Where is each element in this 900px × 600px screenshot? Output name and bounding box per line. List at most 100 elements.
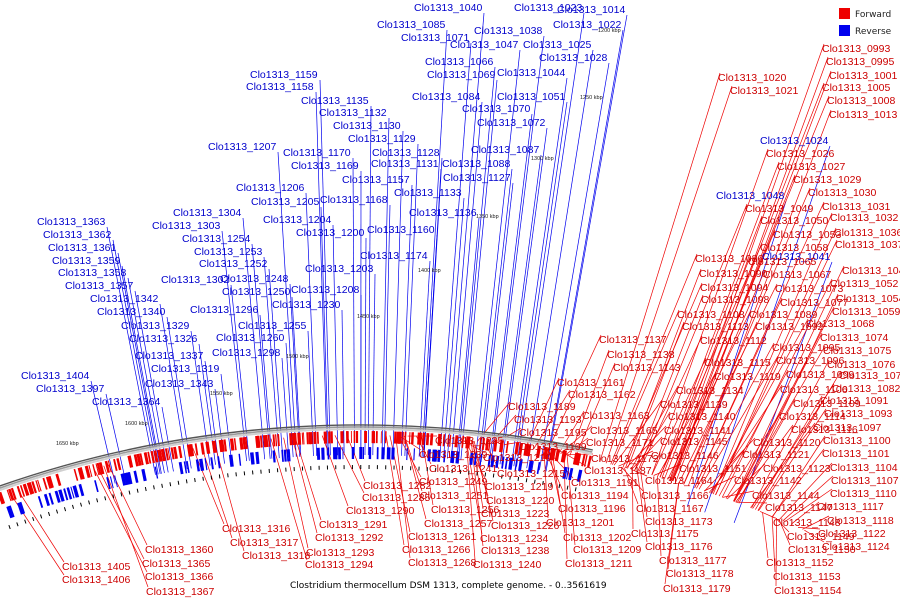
forward-leader-line [657,371,717,477]
reverse-gene-label: Clo1313_1357 [65,280,133,292]
forward-gene-label: Clo1313_1116 [791,424,858,436]
reverse-gene [437,449,441,462]
reverse-leader-line [161,406,174,472]
reverse-gene-label: Clo1313_1342 [90,293,158,305]
scale-tick [16,522,19,527]
reverse-leader-line [404,143,419,456]
forward-gene-label: Clo1313_1257 [424,518,492,530]
forward-gene [306,432,309,445]
reverse-gene [210,457,214,470]
reverse-gene [457,451,460,464]
forward-gene-label: Clo1313_1163 [582,410,650,422]
reverse-gene [288,449,291,462]
reverse-gene-label: Clo1313_1070 [462,103,530,115]
forward-leader-line [752,383,835,509]
forward-leader-line [696,342,775,489]
reverse-leader-line [499,154,542,465]
forward-leader-line [610,253,698,465]
scale-tick [104,496,107,501]
forward-gene-label: Clo1313_1050 [760,215,828,227]
reverse-gene-label: Clo1313_1022 [553,19,621,31]
scale-tick [55,509,59,514]
forward-leader-line [575,362,616,457]
reverse-leader-line [450,101,483,459]
reverse-gene [342,447,344,460]
forward-gene-label: Clo1313_1171 [586,437,654,449]
reverse-leader-line [204,360,220,465]
forward-gene [514,442,520,455]
forward-gene [174,446,178,459]
forward-gene [478,437,482,450]
forward-leader-line [108,464,148,546]
reverse-gene-label: Clo1313_1343 [145,378,213,390]
reverse-leader-line [305,192,318,456]
forward-gene [328,431,331,444]
reverse-gene-label: Clo1313_1048 [716,190,784,202]
forward-gene-label: Clo1313_1367 [146,586,214,598]
forward-gene-label: Clo1313_1077 [780,297,848,309]
forward-leader-line [738,293,839,504]
legend-reverse-swatch [839,25,850,36]
reverse-leader-line [307,330,314,457]
forward-gene-label: Clo1313_1162 [568,389,636,401]
scale-label: 1550 kbp [210,391,233,397]
forward-gene [340,431,344,444]
forward-leader-line [669,82,825,481]
forward-gene-label: Clo1313_1261 [408,531,476,543]
forward-gene [6,489,12,502]
forward-leader-line [651,148,769,476]
reverse-gene [327,447,330,460]
reverse-leader-line [443,197,465,459]
forward-leader-line [346,434,366,482]
forward-gene-label: Clo1313_1027 [777,161,845,173]
scale-tick [161,483,163,488]
forward-gene [465,436,469,449]
reverse-leader-line [127,277,165,474]
forward-leader-line [618,450,654,467]
forward-leader-line [712,212,833,495]
forward-leader-line [736,398,796,503]
forward-leader-line [640,471,648,518]
forward-gene-label: Clo1313_1106 [780,384,848,396]
reverse-leader-line [460,79,498,460]
reverse-gene-label: Clo1313_1337 [135,350,203,362]
reverse-gene [63,488,69,501]
reverse-gene [316,447,321,460]
reverse-gene-label: Clo1313_1260 [216,332,284,344]
reverse-leader-line [439,42,472,459]
reverse-gene-label: Clo1313_1023 [514,2,582,14]
reverse-leader-line [259,314,273,459]
forward-gene [42,477,48,490]
reverse-gene-label: Clo1313_1040 [414,2,482,14]
forward-gene-label: Clo1313_1109 [793,398,861,410]
reverse-gene [54,490,61,503]
forward-leader-line [675,70,832,483]
forward-gene [211,440,216,453]
forward-leader-line [751,359,830,509]
reverse-gene [178,461,184,475]
scale-label: 1650 kbp [56,441,79,447]
forward-gene-label: Clo1313_1112 [700,335,767,347]
scale-tick [8,524,11,530]
reverse-leader-line [686,200,787,507]
forward-leader-line [798,527,821,530]
forward-leader-line [395,435,411,559]
scale-tick [71,504,75,509]
forward-leader-line [472,440,484,510]
forward-gene-label: Clo1313_1073 [775,283,843,295]
scale-tick [32,516,35,522]
forward-leader-line [612,309,680,465]
forward-gene [488,438,491,451]
forward-gene-label: Clo1313_1110 [830,488,897,500]
forward-gene [556,449,561,462]
reverse-gene [43,493,50,507]
scale-tick [88,500,91,505]
forward-gene-label: Clo1313_1175 [631,528,699,540]
forward-gene-labels: Clo1313_0993Clo1313_0995Clo1313_1001Clo1… [62,43,900,598]
scale-tick [558,483,561,489]
reverse-gene-label: Clo1313_1298 [212,347,280,359]
forward-leader-line [477,401,511,442]
reverse-gene [120,473,127,486]
forward-leader-line [671,174,796,481]
